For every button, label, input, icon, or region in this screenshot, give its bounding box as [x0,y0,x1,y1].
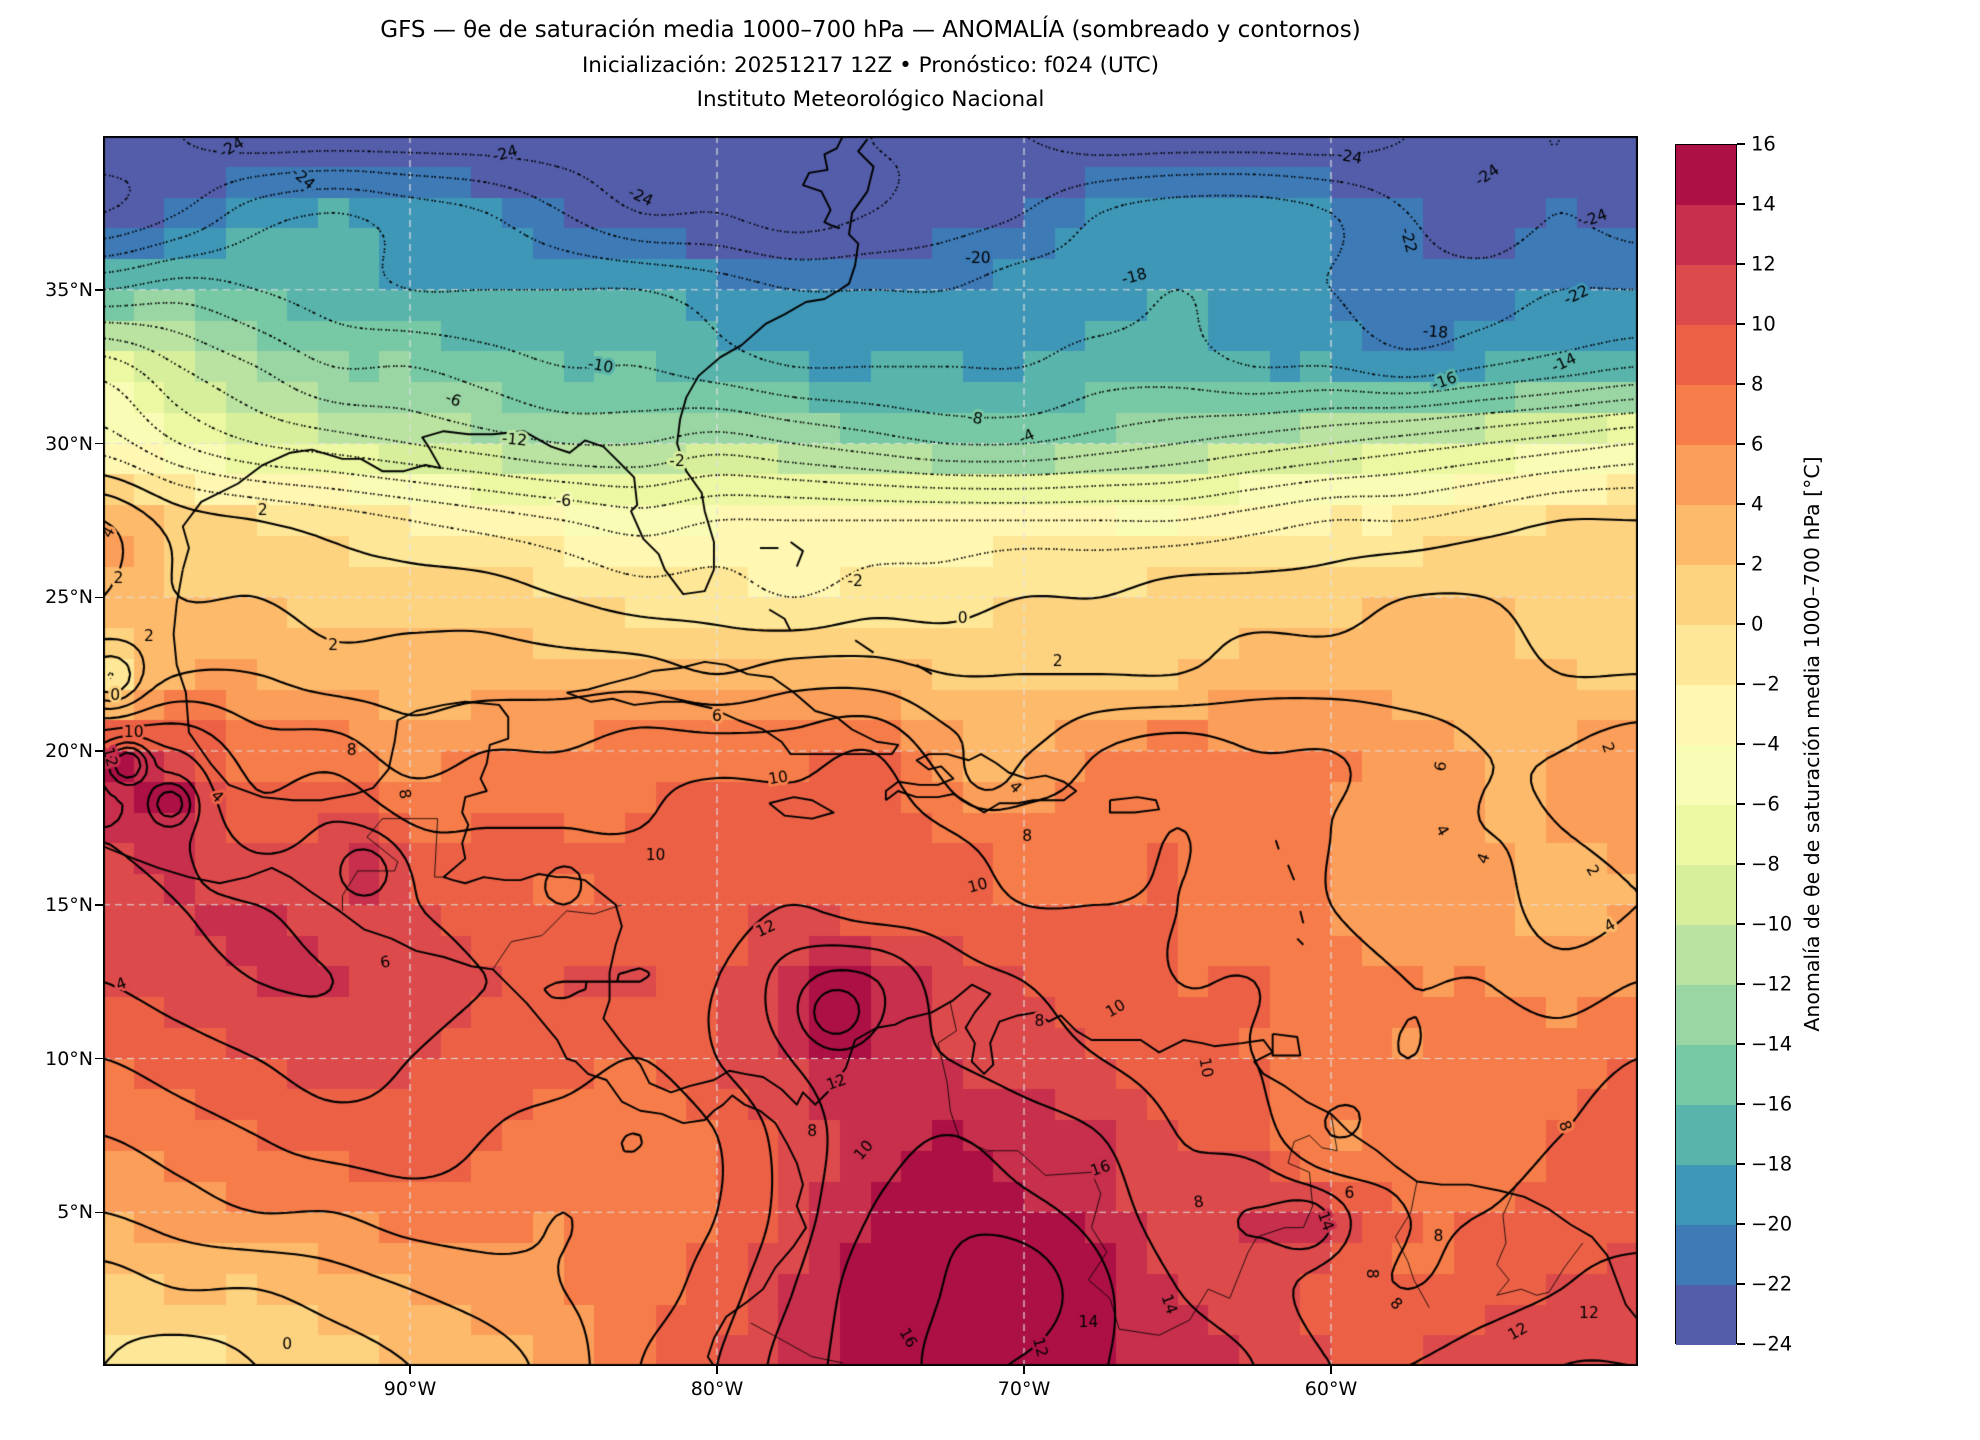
colorbar-swatch [1676,805,1736,865]
colorbar-swatch [1676,865,1736,925]
colorbar-tick-mark [1737,503,1745,505]
lon-tick-label: 60°W [1304,1378,1358,1400]
colorbar-swatch [1676,925,1736,985]
colorbar-tick-label: −20 [1751,1212,1793,1236]
colorbar-swatch [1676,625,1736,685]
colorbar-tick-label: 10 [1751,312,1776,336]
lon-tick-mark [716,1366,718,1374]
colorbar-tick-label: −4 [1751,732,1780,756]
colorbar-tick-mark [1737,623,1745,625]
colorbar-tick-mark [1737,983,1745,985]
lat-tick-label: 10°N [45,1047,93,1070]
colorbar-tick-label: 2 [1751,552,1764,576]
colorbar-swatch [1676,325,1736,385]
colorbar-tick-label: −12 [1751,972,1793,996]
colorbar-swatch [1676,385,1736,445]
colorbar-swatch [1676,1165,1736,1225]
lat-tick-mark [95,289,103,291]
colorbar-tick-mark [1737,443,1745,445]
lon-tick-mark [409,1366,411,1374]
lat-tick-mark [95,1057,103,1060]
lon-tick-mark [1330,1366,1332,1374]
chart-subtitle: Inicialización: 20251217 12Z • Pronóstic… [581,53,1160,79]
colorbar-tick-mark [1737,683,1745,685]
lat-tick-label: 15°N [45,893,93,916]
chart-titles: GFS — θe de saturación media 1000–700 hP… [103,14,1638,115]
colorbar-tick-label: 14 [1751,192,1776,216]
lat-tick-mark [95,750,103,752]
colorbar-tick-mark [1737,1223,1745,1225]
map-plot-canvas [103,136,1638,1366]
colorbar-tick-label: 8 [1751,372,1764,396]
colorbar-tick-label: −24 [1751,1332,1793,1356]
lat-tick-label: 30°N [45,432,93,455]
colorbar-tick-mark [1737,1043,1745,1045]
colorbar-swatch [1676,745,1736,805]
colorbar-swatch [1676,1285,1736,1345]
colorbar-tick-mark [1737,203,1745,205]
colorbar-tick-label: 16 [1751,132,1776,156]
colorbar-tick-mark [1737,743,1745,745]
colorbar-swatch [1676,565,1736,625]
colorbar-tick-mark [1737,563,1745,565]
colorbar-tick-label: 6 [1751,432,1764,456]
lat-tick-mark [95,904,103,906]
colorbar-tick-mark [1737,1103,1745,1105]
chart-title: GFS — θe de saturación media 1000–700 hP… [380,17,1361,43]
lon-tick-mark [1023,1366,1025,1374]
colorbar-tick-mark [1737,923,1745,925]
colorbar-tick-label: 12 [1751,252,1776,276]
colorbar-swatch [1676,1105,1736,1165]
colorbar-tick-label: −14 [1751,1032,1793,1056]
lat-tick-label: 35°N [45,278,93,301]
chart-source: Instituto Meteorológico Nacional [696,86,1045,112]
lat-tick-label: 5°N [57,1201,93,1224]
colorbar-tick-label: −16 [1751,1092,1793,1116]
colorbar-tick-label: −10 [1751,912,1793,936]
colorbar-swatch [1676,445,1736,505]
colorbar-tick-mark [1737,383,1745,385]
lon-tick-label: 70°W [997,1378,1051,1400]
colorbar-tick-label: −18 [1751,1152,1793,1176]
colorbar-tick-mark [1737,803,1745,805]
lat-tick-label: 25°N [45,586,93,609]
colorbar-swatch [1676,685,1736,745]
colorbar-tick-mark [1737,1283,1745,1285]
lat-tick-mark [95,1211,103,1213]
colorbar-tick-label: −22 [1751,1272,1793,1296]
colorbar-label: Anomalía de θe de saturación media 1000–… [1800,456,1824,1032]
colorbar-tick-label: 0 [1751,612,1764,636]
lon-tick-label: 90°W [383,1378,437,1400]
colorbar-swatch [1676,1045,1736,1105]
colorbar-tick-mark [1737,143,1745,145]
colorbar-tick-mark [1737,1163,1745,1165]
colorbar-swatch [1676,985,1736,1045]
colorbar-tick-mark [1737,323,1745,325]
colorbar-swatch [1676,205,1736,265]
colorbar-tick-mark [1737,263,1745,265]
colorbar-swatch [1676,1225,1736,1285]
colorbar-tick-mark [1737,863,1745,865]
colorbar-swatch [1676,505,1736,565]
lat-tick-label: 20°N [45,740,93,762]
colorbar-swatch [1676,265,1736,325]
lon-tick-label: 80°W [690,1378,744,1400]
colorbar-tick-label: −8 [1751,852,1780,876]
colorbar-tick-label: −2 [1751,672,1780,696]
lat-tick-mark [95,442,103,445]
colorbar-tick-label: −6 [1751,792,1780,816]
colorbar [1675,144,1737,1345]
colorbar-tick-mark [1737,1343,1745,1345]
colorbar-swatch [1676,145,1736,205]
lat-tick-mark [95,596,103,598]
colorbar-tick-label: 4 [1751,492,1764,516]
